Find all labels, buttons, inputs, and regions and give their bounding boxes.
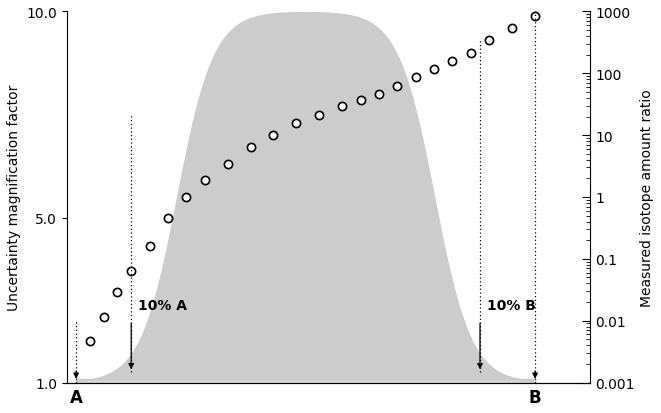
Point bbox=[126, 268, 137, 275]
Point bbox=[112, 289, 123, 295]
Point bbox=[429, 66, 440, 73]
Point bbox=[163, 215, 173, 221]
Point bbox=[484, 38, 494, 45]
Text: 10% B: 10% B bbox=[487, 299, 536, 313]
Point bbox=[410, 75, 421, 81]
Text: 10% A: 10% A bbox=[138, 299, 187, 313]
Y-axis label: Uncertainty magnification factor: Uncertainty magnification factor bbox=[7, 85, 21, 311]
Point bbox=[465, 50, 476, 57]
Point bbox=[144, 244, 155, 250]
Point bbox=[268, 133, 279, 139]
Point bbox=[314, 112, 325, 119]
Point bbox=[356, 97, 366, 104]
Point bbox=[245, 145, 256, 152]
Point bbox=[529, 13, 540, 20]
Point bbox=[373, 91, 384, 98]
Point bbox=[181, 194, 192, 201]
Point bbox=[447, 59, 458, 65]
Point bbox=[337, 104, 348, 110]
Point bbox=[200, 178, 210, 184]
Y-axis label: Measured isotope amount ratio: Measured isotope amount ratio bbox=[640, 89, 654, 306]
Point bbox=[392, 83, 403, 90]
Point bbox=[291, 120, 301, 127]
Point bbox=[222, 161, 233, 168]
Point bbox=[507, 26, 518, 32]
Point bbox=[85, 338, 95, 345]
Point bbox=[98, 313, 109, 320]
